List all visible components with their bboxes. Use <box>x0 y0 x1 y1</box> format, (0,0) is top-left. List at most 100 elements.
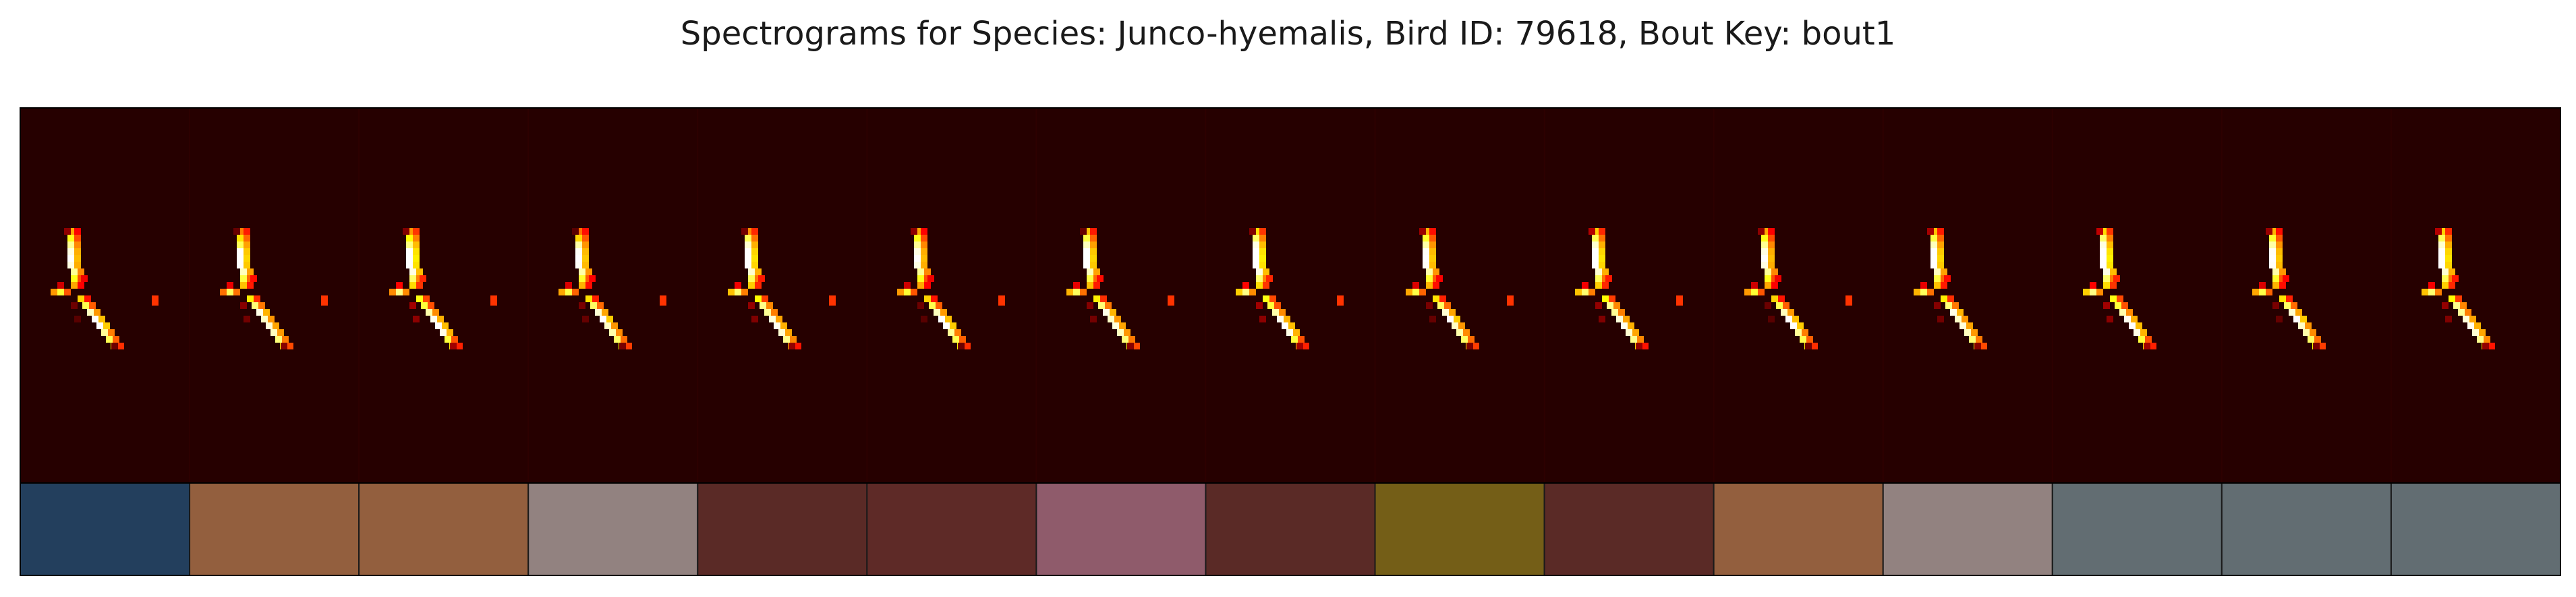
spectrogram-cell <box>2428 282 2435 289</box>
spectrogram-cell <box>755 295 762 302</box>
spectrogram-cell <box>1406 289 1412 295</box>
spectrogram-cell <box>2484 336 2490 343</box>
spectrogram-cell <box>1595 275 1602 282</box>
spectrogram-cell <box>1426 275 1433 282</box>
spectrogram-cell <box>766 302 773 309</box>
spectrogram-cell <box>748 282 755 289</box>
spectrogram-cell <box>2452 275 2459 282</box>
spectrogram-cell <box>1083 262 1090 268</box>
spectrogram-cell <box>2269 241 2276 248</box>
spectrogram-cell <box>751 262 758 268</box>
spectrogram-cell <box>1616 316 1623 322</box>
spectrogram-cell <box>1080 289 1087 295</box>
spectrogram-cell <box>87 309 94 316</box>
spectrogram-cell <box>437 316 444 322</box>
spectrogram-cell <box>1083 248 1090 255</box>
spectrogram-cell <box>2445 255 2452 262</box>
spectrogram-cell <box>1242 289 1249 295</box>
spectrogram-cell <box>2319 343 2326 349</box>
spectrogram-cell <box>2467 322 2474 329</box>
spectrogram-cell <box>94 309 101 316</box>
spectrogram-cell <box>614 336 621 343</box>
spectrogram-cell <box>938 316 945 322</box>
spectrogram-cell <box>1110 309 1116 316</box>
spectrogram-cell <box>396 289 403 295</box>
spectrogram-cell <box>1090 316 1097 322</box>
isolated-dot <box>1168 295 1174 306</box>
spectrogram-cell <box>57 289 64 295</box>
spectrogram-cell <box>2107 316 2113 322</box>
spectrogram-cell <box>1090 228 1097 235</box>
spectrogram-cell <box>751 228 758 235</box>
isolated-dot <box>321 295 328 306</box>
spectrogram-cell <box>2449 268 2455 275</box>
spectrogram-cell <box>611 322 618 329</box>
spectrogram-cell <box>1632 329 1639 336</box>
spectrogram-cell <box>1795 329 1802 336</box>
spectrogram-cell <box>1962 316 1968 322</box>
spectrogram-cell <box>2428 289 2435 295</box>
spectrogram-cell <box>1437 302 1444 309</box>
spectrogram-cell <box>2435 289 2442 295</box>
spectrogram-cell <box>2107 262 2113 268</box>
spectrogram-cell <box>2110 268 2117 275</box>
spectrogram-cell <box>911 228 917 235</box>
spectrogram-cell <box>1771 268 1778 275</box>
spectrogram-cell <box>1761 235 1768 241</box>
spectrogram-cell <box>748 275 755 282</box>
spectrogram-cell <box>74 248 81 255</box>
spectrogram-cell <box>2458 309 2465 316</box>
spectrogram-cell <box>914 235 921 241</box>
spectrogram-cell <box>1776 302 1783 309</box>
spectrogram-cell <box>927 275 934 282</box>
spectrogram-cell <box>1083 241 1090 248</box>
spectrogram-cell <box>931 295 938 302</box>
spectrogram-cell <box>1236 289 1242 295</box>
spectrogram-cell <box>783 336 790 343</box>
spectrogram-cell <box>1914 289 1920 295</box>
spectrogram-cell <box>2124 316 2131 322</box>
spectrogram-cell <box>1937 255 1944 262</box>
spectrogram-cell <box>2269 235 2276 241</box>
syllable-label-9 <box>1374 482 1545 576</box>
spectrogram-cell <box>735 289 741 295</box>
spectrogram-background <box>20 108 2560 483</box>
spectrogram-cell <box>1611 309 1618 316</box>
spectrogram-cell <box>1761 241 1768 248</box>
spectrogram-cell <box>1472 343 1479 349</box>
spectrogram-cell <box>774 322 780 329</box>
spectrogram-cell <box>582 241 589 248</box>
spectrogram-cell <box>921 235 927 241</box>
spectrogram-cell <box>2100 241 2107 248</box>
spectrogram-cell <box>1429 228 1436 235</box>
spectrogram-cell <box>1083 235 1090 241</box>
spectrogram-cell <box>1792 316 1799 322</box>
spectrogram-cell <box>447 329 453 336</box>
syllable-15 <box>2422 228 2495 349</box>
spectrogram-cell <box>619 343 626 349</box>
spectrogram-cell <box>1272 309 1279 316</box>
spectrogram-cell <box>2313 343 2320 349</box>
spectrogram-cell <box>1277 316 1284 322</box>
spectrogram-cell <box>911 289 917 295</box>
spectrogram-cell <box>1642 343 1649 349</box>
spectrogram-cell <box>1436 275 1443 282</box>
spectrogram-cell <box>2314 336 2321 343</box>
syllable-13 <box>2083 228 2156 349</box>
spectrogram-cell <box>1442 309 1449 316</box>
spectrogram-cell <box>1630 336 1637 343</box>
spectrogram-cell <box>924 282 931 289</box>
spectrogram-cell <box>2117 295 2123 302</box>
spectrogram-cell <box>244 248 250 255</box>
spectrogram-cell <box>1090 235 1097 241</box>
spectrogram-cell <box>2103 302 2110 309</box>
spectrogram-cell <box>1117 329 1124 336</box>
spectrogram-cell <box>1751 289 1758 295</box>
spectrogram-cell <box>1605 275 1612 282</box>
spectrogram-cell <box>275 336 282 343</box>
spectrogram-cell <box>78 268 84 275</box>
isolated-dot <box>152 295 159 306</box>
spectrogram-cell <box>745 255 751 262</box>
spectrogram-cell <box>2442 275 2449 282</box>
spectrogram-cell <box>585 295 592 302</box>
